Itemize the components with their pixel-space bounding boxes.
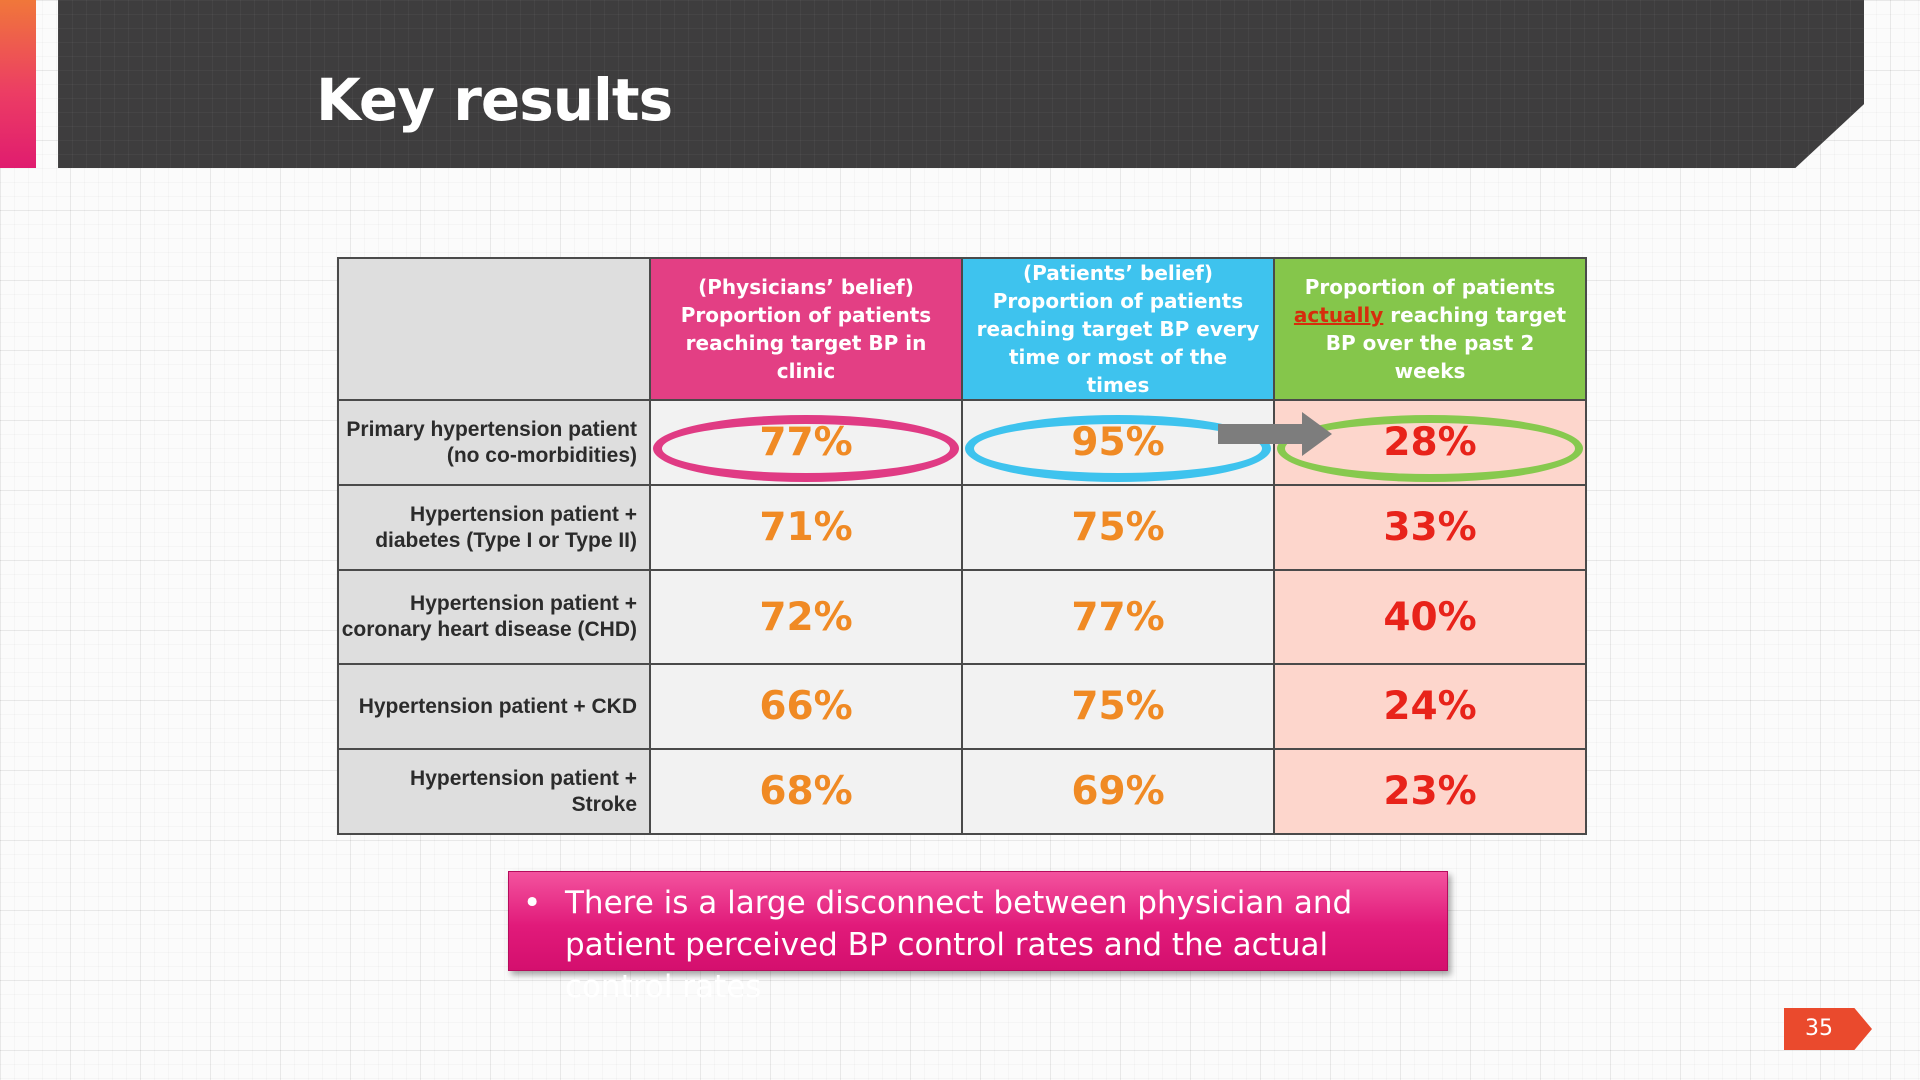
patients-value: 77%: [961, 569, 1275, 665]
physicians-value: 72%: [649, 569, 963, 665]
row-label: Hypertension patient + CKD: [337, 663, 651, 750]
header-actual-suffix: reaching target BP over the past 2 weeks: [1325, 303, 1567, 383]
header-actual-highlight: actually: [1293, 303, 1384, 327]
actual-value-cell: 28%: [1273, 399, 1587, 486]
highlight-ring-green: [1277, 415, 1583, 482]
table-row: Hypertension patient + CKD 66% 75% 24%: [337, 663, 1587, 750]
physicians-value: 68%: [649, 748, 963, 835]
highlight-ring-pink: [653, 415, 959, 482]
row-label: Hypertension patient + diabetes (Type I …: [337, 484, 651, 571]
physicians-value: 77%: [759, 420, 853, 465]
page-number-tag: [1784, 1008, 1872, 1050]
physicians-value: 66%: [649, 663, 963, 750]
key-finding-callout: • There is a large disconnect between ph…: [508, 871, 1448, 1005]
actual-value: 24%: [1273, 663, 1587, 750]
results-table: (Physicians’ belief) Proportion of patie…: [337, 257, 1587, 835]
actual-value: 28%: [1383, 420, 1477, 465]
accent-bar: [0, 0, 36, 168]
title-band: [58, 0, 1864, 168]
row-label: Hypertension patient + coronary heart di…: [337, 569, 651, 665]
header-physicians-belief: (Physicians’ belief) Proportion of patie…: [649, 257, 963, 401]
table-row: Primary hypertension patient (no co-morb…: [337, 399, 1587, 486]
actual-value: 23%: [1273, 748, 1587, 835]
page-number: 35: [1805, 1016, 1833, 1041]
header-patients-belief: (Patients’ belief) Proportion of patient…: [961, 257, 1275, 401]
patients-value: 75%: [961, 484, 1275, 571]
header-row: (Physicians’ belief) Proportion of patie…: [337, 257, 1587, 401]
table-row: Hypertension patient + coronary heart di…: [337, 569, 1587, 665]
table-row: Hypertension patient + Stroke 68% 69% 23…: [337, 748, 1587, 835]
right-arrow-icon: [1218, 412, 1332, 456]
header-actual-prefix: Proportion of patients: [1304, 275, 1556, 299]
row-label: Hypertension patient + Stroke: [337, 748, 651, 835]
slide-title: Key results: [316, 66, 673, 134]
patients-value: 69%: [961, 748, 1275, 835]
row-label: Primary hypertension patient (no co-morb…: [337, 399, 651, 486]
actual-value: 33%: [1273, 484, 1587, 571]
header-actual: Proportion of patients actually reaching…: [1273, 257, 1587, 401]
highlight-ring-blue: [965, 415, 1271, 482]
physicians-value-cell: 77%: [649, 399, 963, 486]
table-row: Hypertension patient + diabetes (Type I …: [337, 484, 1587, 571]
header-blank-cell: [337, 257, 651, 401]
physicians-value: 71%: [649, 484, 963, 571]
actual-value: 40%: [1273, 569, 1587, 665]
callout-text: There is a large disconnect between phys…: [565, 885, 1353, 1005]
patients-value: 75%: [961, 663, 1275, 750]
patients-value: 95%: [1071, 420, 1165, 465]
bullet-icon: •: [523, 885, 542, 921]
